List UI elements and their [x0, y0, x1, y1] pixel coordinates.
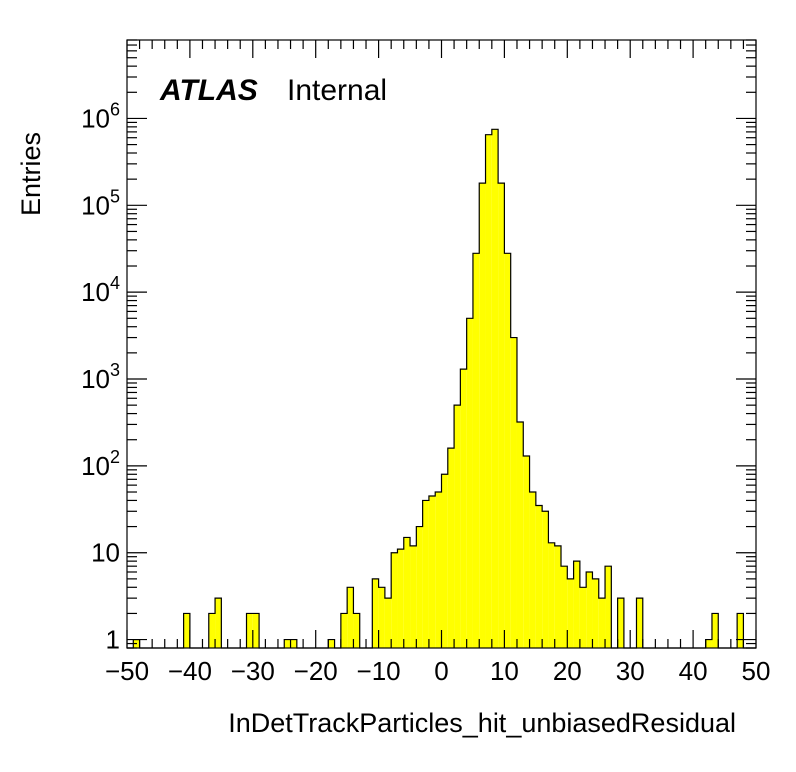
histogram-bar: [548, 542, 555, 648]
x-tick-label: −40: [168, 656, 212, 686]
histogram-bar: [561, 566, 568, 648]
histogram-bar: [579, 587, 587, 648]
histogram-bar: [711, 613, 719, 648]
histogram-bar: [523, 455, 530, 648]
histogram-bar: [403, 537, 411, 648]
histogram-bar: [592, 578, 599, 648]
histogram-bar: [183, 613, 190, 648]
histogram-bar: [454, 405, 461, 648]
histogram-bar: [554, 545, 562, 648]
internal-label: Internal: [287, 74, 387, 107]
histogram-bar: [472, 253, 480, 648]
histogram-bar: [372, 578, 379, 648]
plot-frame: [126, 39, 757, 649]
histogram-bar: [542, 511, 549, 648]
histogram-bar: [737, 613, 744, 648]
y-tick-label: 103: [81, 360, 120, 394]
histogram-bar: [397, 549, 404, 648]
histogram-bar: [353, 613, 360, 648]
histogram-bar: [246, 613, 253, 648]
y-tick-label: 106: [81, 99, 120, 133]
x-tick-label: 0: [434, 656, 448, 686]
histogram-bar: [491, 129, 499, 649]
x-tick-label: −50: [105, 656, 149, 686]
histogram-bar: [573, 561, 580, 648]
y-tick-label: 10: [91, 538, 120, 568]
histogram-bar: [447, 448, 455, 648]
y-tick-label: 102: [81, 447, 120, 481]
histogram-bar: [705, 639, 712, 648]
histogram-bar: [466, 318, 473, 648]
x-tick-label: 50: [742, 656, 771, 686]
histogram-bar: [485, 134, 492, 648]
histogram-bar: [516, 421, 524, 648]
y-axis-title: Entries: [16, 132, 46, 216]
atlas-label: ATLAS: [159, 74, 258, 107]
histogram-bar: [586, 571, 593, 648]
histogram-bar: [510, 337, 517, 648]
histogram-bar: [567, 578, 574, 648]
x-tick-label: −10: [357, 656, 401, 686]
x-tick-labels: −50 −40 −30 −20 −10 0 10 20 30 40 50: [105, 656, 771, 686]
histogram-bars: [127, 128, 756, 649]
histogram-bar: [328, 639, 335, 648]
x-tick-label: 40: [679, 656, 708, 686]
histogram-bar: [208, 613, 216, 648]
histogram-bar: [391, 552, 398, 648]
x-axis-title: InDetTrackParticles_hit_unbiasedResidual: [228, 708, 736, 738]
histogram-bar: [441, 474, 448, 648]
histogram-bar: [498, 183, 505, 648]
histogram-bar: [605, 566, 612, 648]
y-tick-label: 105: [81, 186, 120, 220]
histogram-bar: [479, 183, 486, 648]
x-tick-label: −30: [231, 656, 275, 686]
histogram-bar: [378, 587, 385, 648]
x-tick-label: 30: [616, 656, 645, 686]
histogram-bar: [617, 598, 624, 648]
histogram-bar: [290, 639, 297, 648]
y-tick-labels: 1 10 102 103 104 105 106: [81, 99, 120, 654]
histogram-bar: [598, 598, 606, 648]
histogram-bar: [284, 639, 291, 648]
histogram-bar: [535, 505, 543, 648]
histogram-bar: [252, 613, 260, 648]
histogram-bar: [460, 369, 467, 648]
histogram-bar: [340, 613, 348, 648]
histogram-bar: [215, 598, 222, 648]
histogram-bar: [384, 598, 392, 648]
y-tick-label: 104: [81, 273, 120, 307]
x-tick-label: 20: [553, 656, 582, 686]
histogram-bar: [416, 526, 423, 648]
x-tick-label: 10: [490, 656, 519, 686]
histogram-bar: [410, 545, 417, 648]
histogram-bar: [428, 495, 436, 648]
histogram-bar: [347, 587, 354, 648]
histogram-bar: [435, 492, 442, 648]
histogram-bar: [504, 253, 511, 648]
histogram-bar: [636, 598, 643, 648]
x-tick-label: −20: [294, 656, 338, 686]
y-axis-ticks: [127, 39, 756, 649]
histogram-bar: [529, 492, 536, 648]
y-tick-label: 1: [106, 625, 120, 655]
histogram-bar: [422, 500, 429, 648]
